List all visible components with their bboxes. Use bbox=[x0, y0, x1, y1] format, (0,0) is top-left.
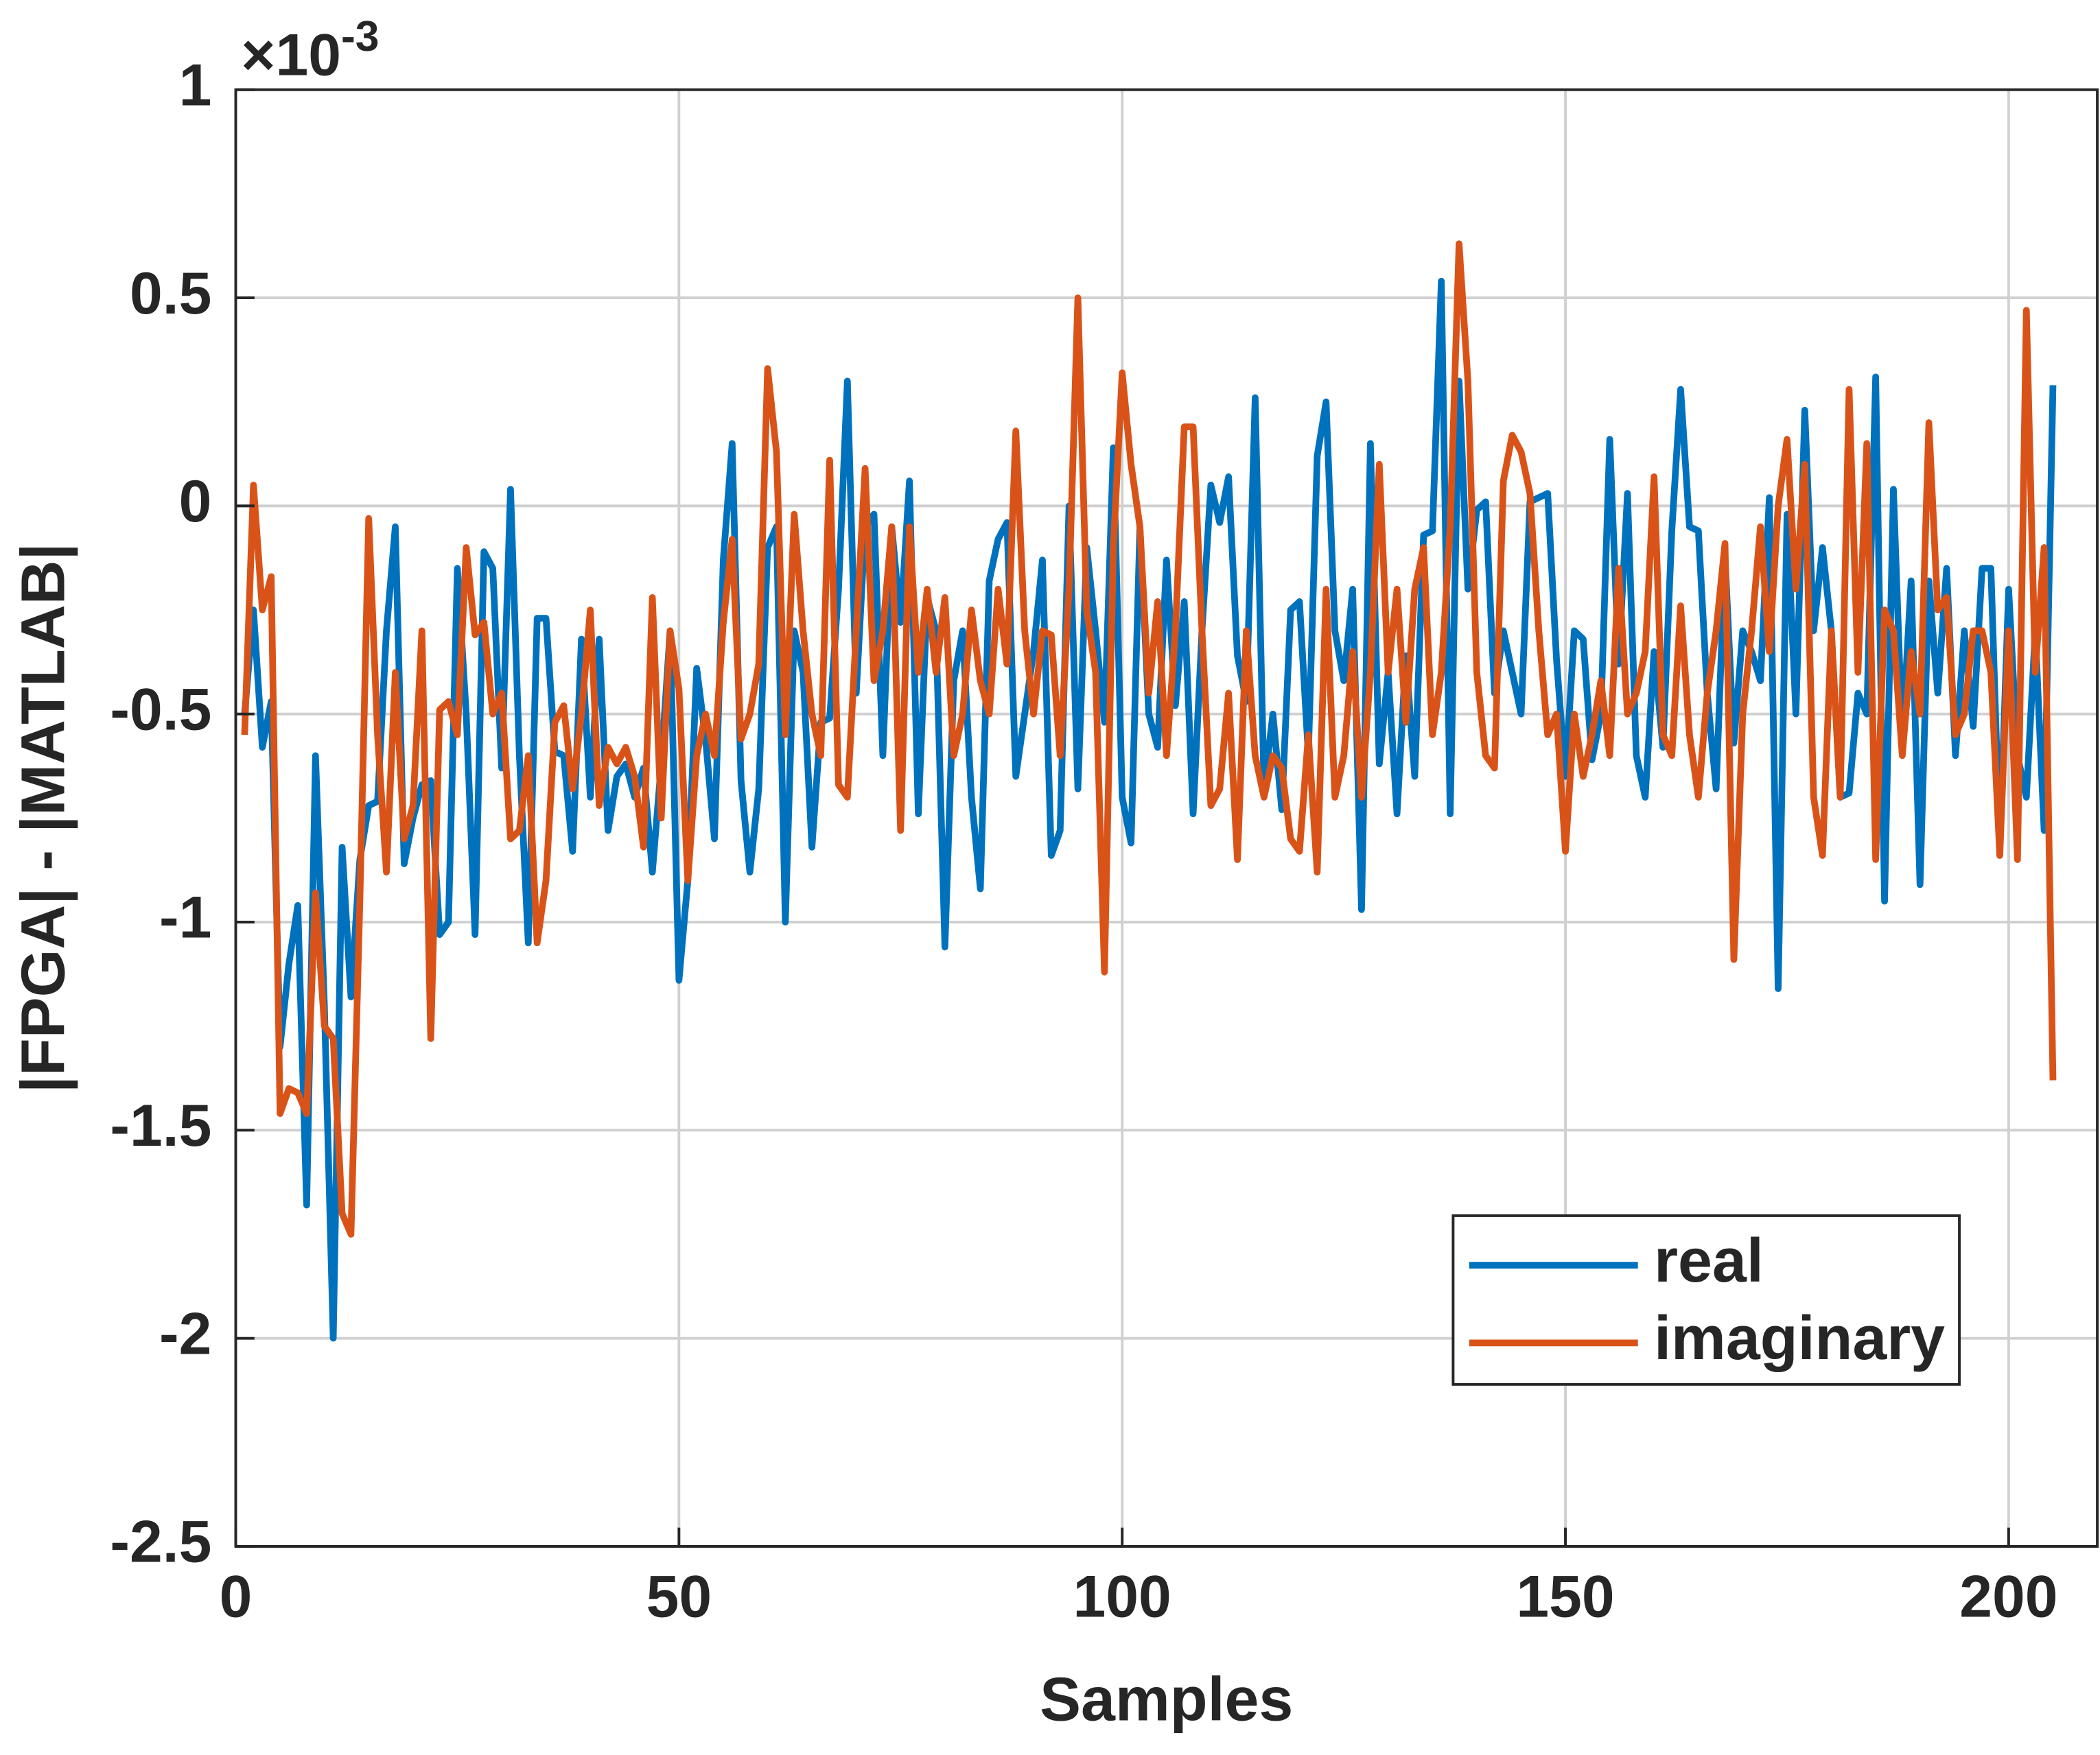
legend: real imaginary bbox=[1451, 1214, 1961, 1386]
axes-frame bbox=[234, 88, 2099, 1548]
x-tick-label: 100 bbox=[1073, 1564, 1171, 1630]
y-tick-label: -2 bbox=[159, 1301, 211, 1367]
y-multiplier: ×10-3 bbox=[241, 12, 379, 88]
legend-box bbox=[1451, 1214, 1961, 1386]
lines bbox=[241, 240, 2057, 1342]
y-tick-label: -1 bbox=[159, 885, 211, 951]
legend-label: real bbox=[1654, 1227, 1764, 1295]
y-tick-label: -0.5 bbox=[110, 676, 211, 742]
y-tick-label: -2.5 bbox=[110, 1509, 211, 1575]
y-multiplier-exponent: -3 bbox=[341, 12, 380, 60]
legend-label: imaginary bbox=[1654, 1304, 1945, 1373]
x-tick-label: 200 bbox=[1959, 1564, 2057, 1630]
y-axis-label: |FPGA| - |MATLAB| bbox=[10, 543, 78, 1094]
x-tick-label: 150 bbox=[1516, 1564, 1614, 1630]
y-tick-label: 1 bbox=[179, 52, 212, 118]
ticks: 0 50 100 150 200 -2.5 -2 -1.5 -1 -0.5 0 0.5 1 bbox=[110, 52, 2057, 1629]
series-line bbox=[241, 240, 2057, 1238]
x-tick-label: 0 bbox=[220, 1564, 253, 1630]
x-tick-label: 50 bbox=[646, 1564, 712, 1630]
y-tick-label: 0 bbox=[179, 469, 212, 534]
y-tick-label: 0.5 bbox=[130, 261, 211, 327]
y-multiplier-base: ×10 bbox=[241, 22, 341, 88]
x-axis-label: Samples bbox=[1040, 1666, 1293, 1734]
y-tick-label: -1.5 bbox=[110, 1093, 211, 1159]
